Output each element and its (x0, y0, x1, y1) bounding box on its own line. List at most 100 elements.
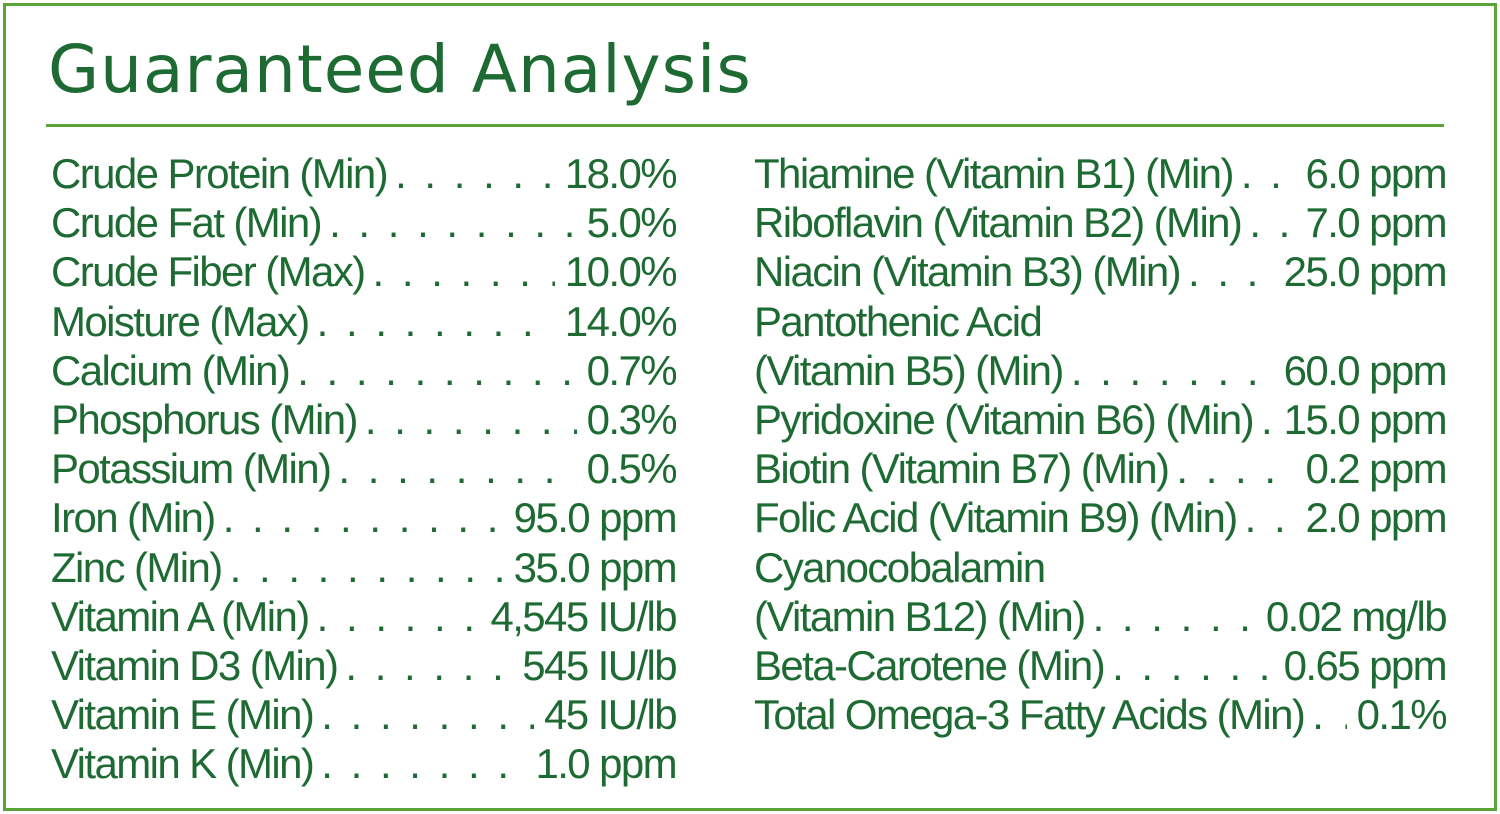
nutrient-name: Total Omega-3 Fatty Acids (Min) (754, 691, 1306, 739)
nutrient-name: Vitamin K (Min) (51, 740, 315, 788)
nutrient-name: Vitamin E (Min) (51, 691, 315, 739)
nutrient-name: (Vitamin B5) (Min) (754, 346, 1064, 394)
nutrient-name: Vitamin A (Min) (51, 592, 310, 640)
panel-title: Guaranteed Analysis (48, 31, 752, 108)
nutrient-value: 2.0 ppm (1305, 494, 1446, 542)
nutrient-name: (Vitamin B12) (Min) (754, 592, 1086, 640)
dot-leader (365, 395, 577, 444)
analysis-row: Iron (Min) 95.0 ppm (51, 493, 676, 542)
analysis-row: Thiamine (Vitamin B1) (Min) 6.0 ppm (754, 149, 1446, 198)
nutrient-value: 0.65 ppm (1283, 641, 1446, 689)
nutrient-value: 0.5% (586, 445, 676, 493)
analysis-row: Folic Acid (Vitamin B9) (Min) 2.0 ppm (754, 493, 1446, 542)
nutrient-value: 60.0 ppm (1283, 346, 1446, 394)
analysis-row: Pyridoxine (Vitamin B6) (Min) 15.0 ppm (754, 395, 1446, 444)
analysis-row: Moisture (Max) 14.0% (51, 297, 676, 346)
nutrient-value: 1.0 ppm (535, 740, 676, 788)
nutrient-value: 25.0 ppm (1283, 248, 1446, 296)
nutrient-value: 0.2 ppm (1305, 445, 1446, 493)
nutrient-name: Niacin (Vitamin B3) (Min) (754, 248, 1182, 296)
nutrient-name: Beta-Carotene (Min) (754, 641, 1106, 689)
analysis-row: Crude Protein (Min) 18.0% (51, 149, 676, 198)
analysis-row-label-only: Cyanocobalamin (754, 543, 1446, 592)
nutrient-value: 6.0 ppm (1305, 150, 1446, 197)
nutrient-value: 95.0 ppm (513, 494, 676, 542)
nutrient-value: 7.0 ppm (1305, 199, 1446, 247)
dot-leader (1261, 395, 1274, 444)
nutrient-name: Crude Protein (Min) (51, 150, 389, 197)
analysis-row: Vitamin E (Min) 45 IU/lb (51, 690, 676, 739)
nutrient-name: Biotin (Vitamin B7) (Min) (754, 445, 1170, 493)
nutrient-value: 14.0% (564, 297, 676, 345)
dot-leader (317, 592, 481, 641)
dot-leader (345, 641, 512, 690)
analysis-row-label-only: Pantothenic Acid (754, 297, 1446, 346)
analysis-row: Vitamin A (Min) 4,545 IU/lb (51, 592, 676, 641)
dot-leader (223, 493, 504, 542)
nutrient-name: Thiamine (Vitamin B1) (Min) (754, 150, 1234, 197)
nutrient-name: Vitamin D3 (Min) (51, 641, 339, 689)
dot-leader (1188, 247, 1274, 296)
analysis-row: Vitamin D3 (Min) 545 IU/lb (51, 641, 676, 690)
nutrient-name: Crude Fiber (Max) (51, 248, 366, 296)
nutrient-name: Folic Acid (Vitamin B9) (Min) (754, 494, 1238, 542)
nutrient-value: 18.0% (564, 150, 676, 197)
nutrient-value: 35.0 ppm (513, 543, 676, 591)
analysis-row: Potassium (Min) 0.5% (51, 444, 676, 493)
nutrient-value: 15.0 ppm (1283, 395, 1446, 443)
analysis-row: (Vitamin B5) (Min) 60.0 ppm (754, 346, 1446, 395)
dot-leader (317, 297, 555, 346)
nutrient-name: Calcium (Min) (51, 346, 291, 394)
analysis-row: (Vitamin B12) (Min) 0.02 mg/lb (754, 592, 1446, 641)
analysis-row: Calcium (Min) 0.7% (51, 346, 676, 395)
title-divider (46, 124, 1444, 127)
dot-leader (373, 247, 555, 296)
nutrient-name: Cyanocobalamin (754, 543, 1046, 591)
nutrient-name: Iron (Min) (51, 494, 216, 542)
analysis-row: Zinc (Min) 35.0 ppm (51, 543, 676, 592)
analysis-row: Total Omega-3 Fatty Acids (Min) 0.1% (754, 690, 1446, 739)
nutrient-value: 0.1% (1356, 691, 1446, 739)
dot-leader (1249, 198, 1295, 247)
nutrient-name: Moisture (Max) (51, 297, 310, 345)
dot-leader (1312, 690, 1346, 739)
analysis-row: Crude Fat (Min) 5.0% (51, 198, 676, 247)
dot-leader (329, 198, 577, 247)
nutrient-value: 10.0% (564, 248, 676, 296)
analysis-row: Riboflavin (Vitamin B2) (Min) 7.0 ppm (754, 198, 1446, 247)
nutrient-value: 0.7% (586, 346, 676, 394)
dot-leader (1112, 641, 1274, 690)
nutrient-value: 4,545 IU/lb (490, 592, 676, 640)
nutrient-value: 45 IU/lb (544, 691, 676, 739)
nutrient-name: Riboflavin (Vitamin B2) (Min) (754, 199, 1243, 247)
dot-leader (297, 346, 576, 395)
dot-leader (1071, 346, 1274, 395)
nutrient-name: Phosphorus (Min) (51, 395, 358, 443)
analysis-list-left: Crude Protein (Min) 18.0% Crude Fat (Min)… (51, 149, 676, 788)
dot-leader (395, 149, 555, 198)
guaranteed-analysis-panel: Guaranteed Analysis Crude Protein (Min) 1… (3, 3, 1497, 811)
analysis-row: Vitamin K (Min) 1.0 ppm (51, 739, 676, 788)
analysis-row: Phosphorus (Min) 0.3% (51, 395, 676, 444)
dot-leader (338, 444, 576, 493)
dot-leader (1093, 592, 1256, 641)
dot-leader (321, 690, 534, 739)
dot-leader (1176, 444, 1295, 493)
nutrient-name: Pantothenic Acid (754, 297, 1043, 345)
analysis-row: Niacin (Vitamin B3) (Min) 25.0 ppm (754, 247, 1446, 296)
analysis-row: Biotin (Vitamin B7) (Min) 0.2 ppm (754, 444, 1446, 493)
dot-leader (230, 543, 504, 592)
analysis-row: Crude Fiber (Max) 10.0% (51, 247, 676, 296)
dot-leader (1245, 493, 1296, 542)
nutrient-name: Crude Fat (Min) (51, 199, 323, 247)
nutrient-name: Potassium (Min) (51, 445, 332, 493)
dot-leader (1241, 149, 1296, 198)
nutrient-value: 5.0% (586, 199, 676, 247)
analysis-list-right: Thiamine (Vitamin B1) (Min) 6.0 ppm Ribof… (754, 149, 1446, 739)
analysis-row: Beta-Carotene (Min) 0.65 ppm (754, 641, 1446, 690)
nutrient-name: Zinc (Min) (51, 543, 223, 591)
nutrient-value: 0.3% (586, 395, 676, 443)
dot-leader (321, 739, 525, 788)
nutrient-value: 0.02 mg/lb (1265, 592, 1446, 640)
nutrient-value: 545 IU/lb (522, 641, 676, 689)
